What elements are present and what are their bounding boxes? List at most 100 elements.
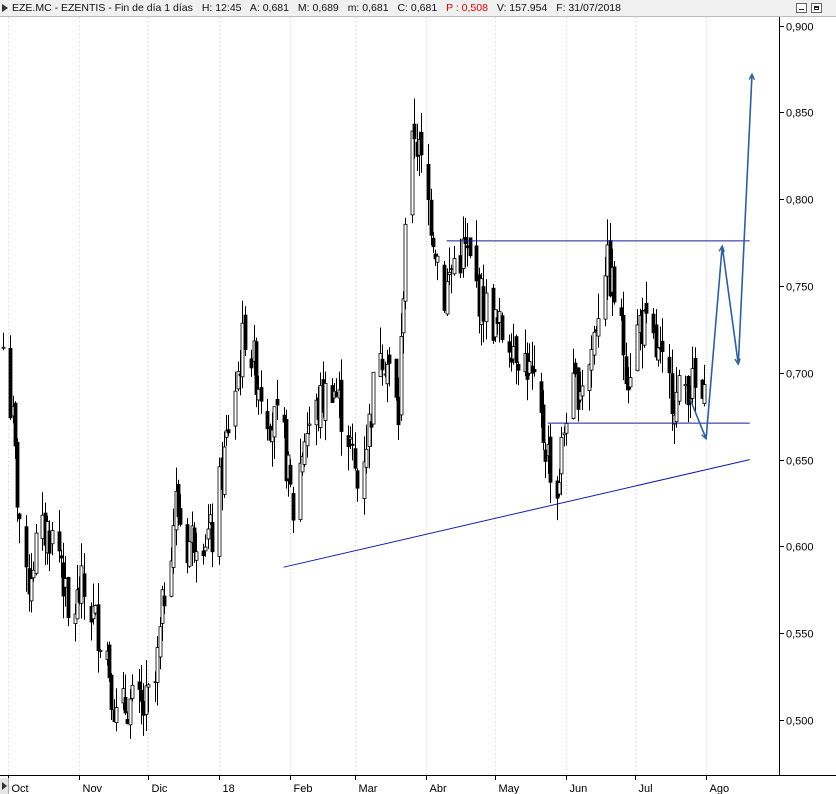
candle-body-down [141, 701, 146, 716]
candle-body-down [686, 376, 691, 406]
candle-body-up [240, 322, 245, 378]
candle-body-down [426, 163, 431, 200]
candle-body-down [644, 302, 649, 314]
candle-body-down [210, 521, 215, 553]
candle-body-down [137, 681, 142, 690]
candle-body-up [690, 368, 695, 399]
candle-body-up [203, 546, 208, 552]
x-tick-label: May [499, 783, 520, 794]
candle-body-down [96, 604, 101, 652]
candle-body-up [302, 441, 307, 465]
candle-body-up [217, 466, 222, 557]
candle-body-up [233, 390, 238, 427]
candle-body-down [670, 373, 675, 415]
candle-body-up [596, 318, 601, 337]
y-axis-ticks: 0,500 0,550 0,600 0,650 0,700 0,750 0,800 0,850… [779, 22, 814, 728]
candle-body-down [107, 644, 112, 679]
candle-body-down [500, 315, 505, 340]
candle-body-up [410, 130, 415, 216]
candle-body-up [169, 560, 174, 597]
candle-body-up [155, 647, 160, 683]
candle-body-down [201, 550, 206, 557]
y-tick-label: 0,700 [786, 369, 814, 381]
projection-arrowhead [701, 432, 708, 441]
x-tick-label: Jun [570, 783, 588, 794]
x-tick-label: 18 [223, 783, 235, 794]
candle-body-up [635, 324, 640, 372]
candle-body-up [256, 388, 261, 401]
candle-body-down [619, 307, 624, 316]
candle-body-up [371, 371, 376, 425]
x-tick-label: Feb [294, 783, 313, 794]
candle-body-down [507, 341, 512, 353]
x-tick-label: Mar [359, 783, 378, 794]
candle-body-down [667, 356, 672, 374]
scroll-left-button[interactable] [0, 778, 9, 794]
candle-body-down [394, 358, 399, 398]
candle-body-up [222, 446, 227, 495]
menu-arrow-icon[interactable] [2, 4, 8, 12]
candle-body-down [465, 245, 470, 249]
candle-body-up [435, 255, 440, 263]
candle-body-down [24, 526, 29, 568]
candle-body-up [128, 698, 133, 726]
candle-body-up [146, 684, 151, 688]
candle-body-down [125, 719, 130, 724]
candle-body-up [642, 310, 647, 346]
candle-body-down [82, 573, 87, 597]
candle-body-down [249, 358, 254, 369]
volume-label: V: 157.954 [496, 2, 548, 14]
quote-header: EZE.MC - EZENTIS - Fin de día 1 días H: … [12, 0, 627, 16]
candle-body-down [576, 367, 581, 410]
candle-body-up [564, 423, 569, 434]
candle-body-down [548, 436, 553, 483]
candle-body-up [187, 541, 192, 567]
high-time-label: H: 12:45 [201, 2, 242, 14]
grid-lines [8, 17, 707, 775]
minimize-button[interactable] [796, 3, 807, 13]
candle-body-up [34, 532, 39, 574]
y-tick-label: 0,650 [786, 456, 814, 468]
symbol-label: EZE.MC - EZENTIS - Fin de día 1 días [12, 2, 193, 14]
candle-body-down [59, 555, 64, 559]
candle-body-up [272, 406, 277, 438]
candle-body-down [334, 392, 339, 397]
candle-body-up [63, 578, 68, 588]
candle-body-up [206, 528, 211, 540]
candle-body-up [603, 275, 608, 320]
candle-body-down [13, 402, 18, 447]
candle-body-down [693, 357, 698, 388]
candle-body-up [589, 349, 594, 371]
y-tick-label: 0,800 [786, 195, 814, 207]
price-chart: 0,500 0,550 0,600 0,650 0,700 0,750 0,800 0,850… [0, 17, 836, 794]
candle-body-up [208, 514, 213, 524]
candle-body-down [17, 513, 22, 520]
candle-body-up [628, 377, 633, 388]
candle-body-down [339, 379, 344, 432]
candle-body-up [171, 525, 176, 568]
candle-body-down [265, 411, 270, 430]
candle-body-up [580, 385, 585, 397]
candle-body-up [452, 258, 457, 275]
candle-body-down [275, 399, 280, 406]
y-tick-label: 0,750 [786, 282, 814, 294]
candle-body-down [419, 131, 424, 156]
chart-title-bar: EZE.MC - EZENTIS - Fin de día 1 días H: … [0, 0, 836, 17]
candle-body-down [387, 354, 392, 364]
x-tick-label: Ago [710, 783, 730, 794]
candle-body-up [305, 433, 310, 447]
candle-body-down [66, 577, 71, 619]
candle-body-down [243, 314, 248, 350]
candle-body-up [1, 346, 6, 349]
candle-body-up [592, 331, 597, 356]
candle-body-down [651, 313, 656, 334]
maximize-button[interactable] [811, 3, 822, 13]
y-tick-label: 0,550 [786, 629, 814, 641]
candle-body-up [348, 436, 353, 440]
candle-body-down [254, 341, 259, 395]
candle-body-up [98, 649, 103, 652]
candle-body-down [57, 531, 62, 552]
x-axis-ticks: Oct Nov Dic 18 Feb Mar Abr May Jun Jul Ago [8, 775, 730, 794]
candle-body-down [429, 199, 434, 236]
candle-body-up [605, 244, 610, 277]
